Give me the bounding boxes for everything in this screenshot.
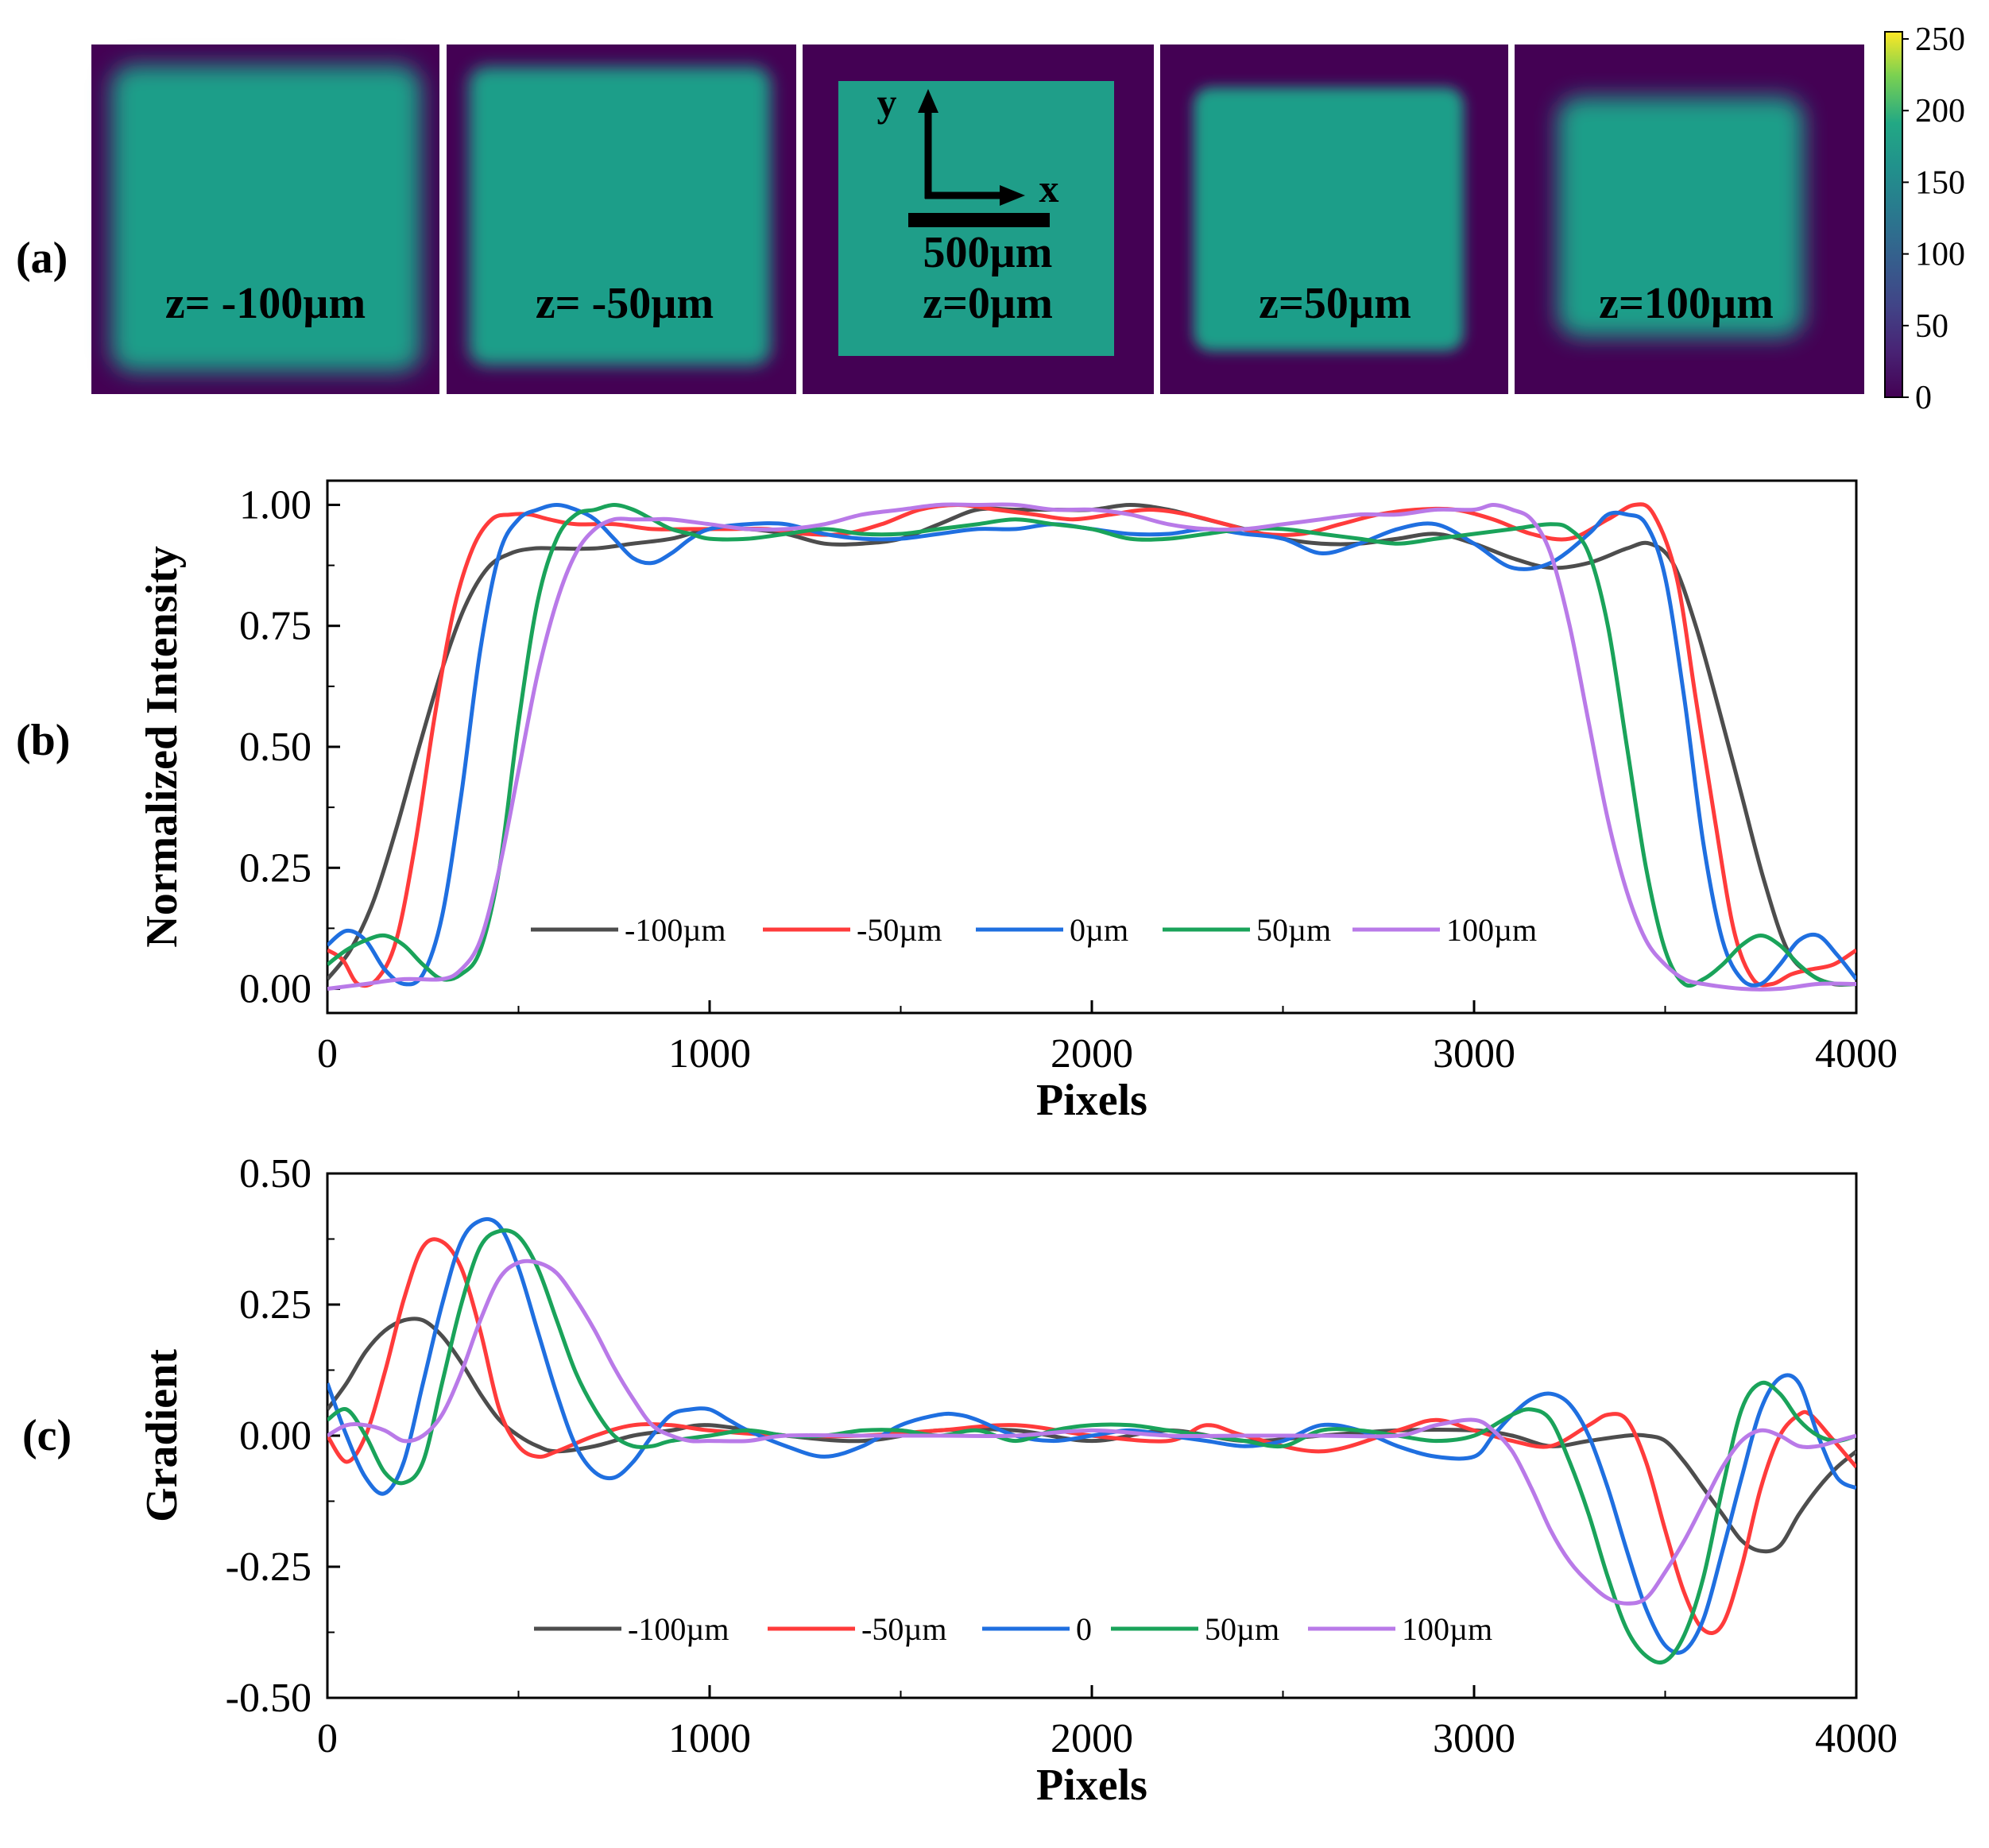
y-tick-label: 0.00: [239, 1413, 312, 1459]
y-tick-label: 0.50: [239, 725, 312, 770]
legend-label: 0µm: [1070, 912, 1128, 948]
x-tick-label: 2000: [1051, 1031, 1133, 1077]
y-tick-label: 0.50: [239, 1151, 312, 1197]
legend: -100µm -50µm 0 50µm 100µm: [534, 1611, 1492, 1647]
panel-label-b: (b): [16, 716, 70, 765]
y-tick-label: 1.00: [239, 482, 312, 528]
colorbar-tick-label: 50: [1915, 308, 1948, 345]
scale-bar-label: 500µm: [923, 228, 1053, 277]
image-strip: z= -100µm z= -50µm y x 500µm z=0µm: [91, 44, 1864, 394]
panel-label-c: (c): [22, 1411, 72, 1460]
legend-label: -50µm: [861, 1611, 946, 1647]
x-tick-label: 0: [317, 1716, 338, 1761]
intensity-chart: 0 1000 2000 3000 4000 0.00 0.25 0.50 0.75 1.00 Pix…: [137, 479, 1898, 1125]
y-tick-label: -0.25: [226, 1545, 312, 1590]
x-tick-label: 3000: [1433, 1716, 1515, 1761]
legend-label: -100µm: [625, 912, 726, 948]
axis-label-x: x: [1039, 166, 1059, 211]
x-tick-label: 1000: [668, 1031, 751, 1077]
x-axis-title: Pixels: [1036, 1076, 1147, 1125]
x-tick-label: 4000: [1815, 1031, 1898, 1077]
series-line-4: [327, 502, 1856, 992]
colorbar-tick-label: 200: [1915, 93, 1965, 130]
legend-label: -50µm: [857, 912, 942, 948]
beam-image-z-0: y x 500µm z=0µm: [803, 44, 1154, 394]
axis-arrows-icon: [918, 89, 1025, 206]
beam-image-z-minus-50: z= -50µm: [447, 44, 796, 394]
y-tick-label: 0.25: [239, 845, 312, 891]
colorbar-tick-label: 150: [1915, 164, 1965, 201]
series-line-3: [327, 1228, 1856, 1665]
y-tick-label: 0.75: [239, 604, 312, 649]
y-axis-title: Gradient: [137, 1349, 187, 1522]
legend-label: 100µm: [1446, 912, 1537, 948]
legend: -100µm -50µm 0µm 50µm 100µm: [531, 912, 1537, 948]
image-label-z-minus-100: z= -100µm: [165, 279, 366, 328]
series-line-2: [327, 503, 1856, 988]
x-axis-title: Pixels: [1036, 1761, 1147, 1810]
series-group: [327, 1216, 1856, 1665]
x-tick-label: 0: [317, 1031, 338, 1077]
legend-label: 0: [1076, 1611, 1092, 1647]
y-tick-label: 0.00: [239, 967, 312, 1012]
y-axis-title: Normalized Intensity: [137, 546, 187, 948]
y-tick-label: 0.25: [239, 1282, 312, 1328]
colorbar-tick-label: 250: [1915, 21, 1965, 58]
series-line-3: [327, 503, 1856, 988]
series-line-1: [327, 1237, 1856, 1635]
colorbar: 0 50 100 150 200 250: [1884, 21, 1965, 416]
y-tick-label: -0.50: [226, 1676, 312, 1721]
gradient-chart: 0 1000 2000 3000 4000 -0.50 -0.25 0.00 0.25 0.50 P…: [137, 1151, 1898, 1810]
x-tick-label: 3000: [1433, 1031, 1515, 1077]
image-label-z-100: z=100µm: [1599, 279, 1774, 328]
x-tick-label: 4000: [1815, 1716, 1898, 1761]
panel-label-a: (a): [16, 234, 68, 283]
image-label-z-minus-50: z= -50µm: [536, 279, 714, 328]
series-group: [327, 502, 1856, 992]
x-tick-label: 2000: [1051, 1716, 1133, 1761]
legend-label: 100µm: [1402, 1611, 1492, 1647]
image-label-z-50: z=50µm: [1259, 279, 1411, 328]
axis-label-y: y: [877, 80, 897, 125]
series-line-4: [327, 1258, 1856, 1606]
legend-label: 50µm: [1205, 1611, 1279, 1647]
legend-label: -100µm: [628, 1611, 729, 1647]
colorbar-tick-label: 0: [1915, 380, 1932, 416]
beam-image-z-minus-100: z= -100µm: [91, 44, 439, 394]
colorbar-tick-label: 100: [1915, 237, 1965, 273]
series-line-1: [327, 502, 1856, 988]
scale-bar: [908, 213, 1050, 227]
legend-label: 50µm: [1256, 912, 1331, 948]
image-label-z-0: z=0µm: [923, 279, 1053, 328]
x-tick-label: 1000: [668, 1716, 751, 1761]
beam-image-z-50: z=50µm: [1160, 44, 1508, 394]
beam-image-z-100: z=100µm: [1515, 44, 1864, 394]
